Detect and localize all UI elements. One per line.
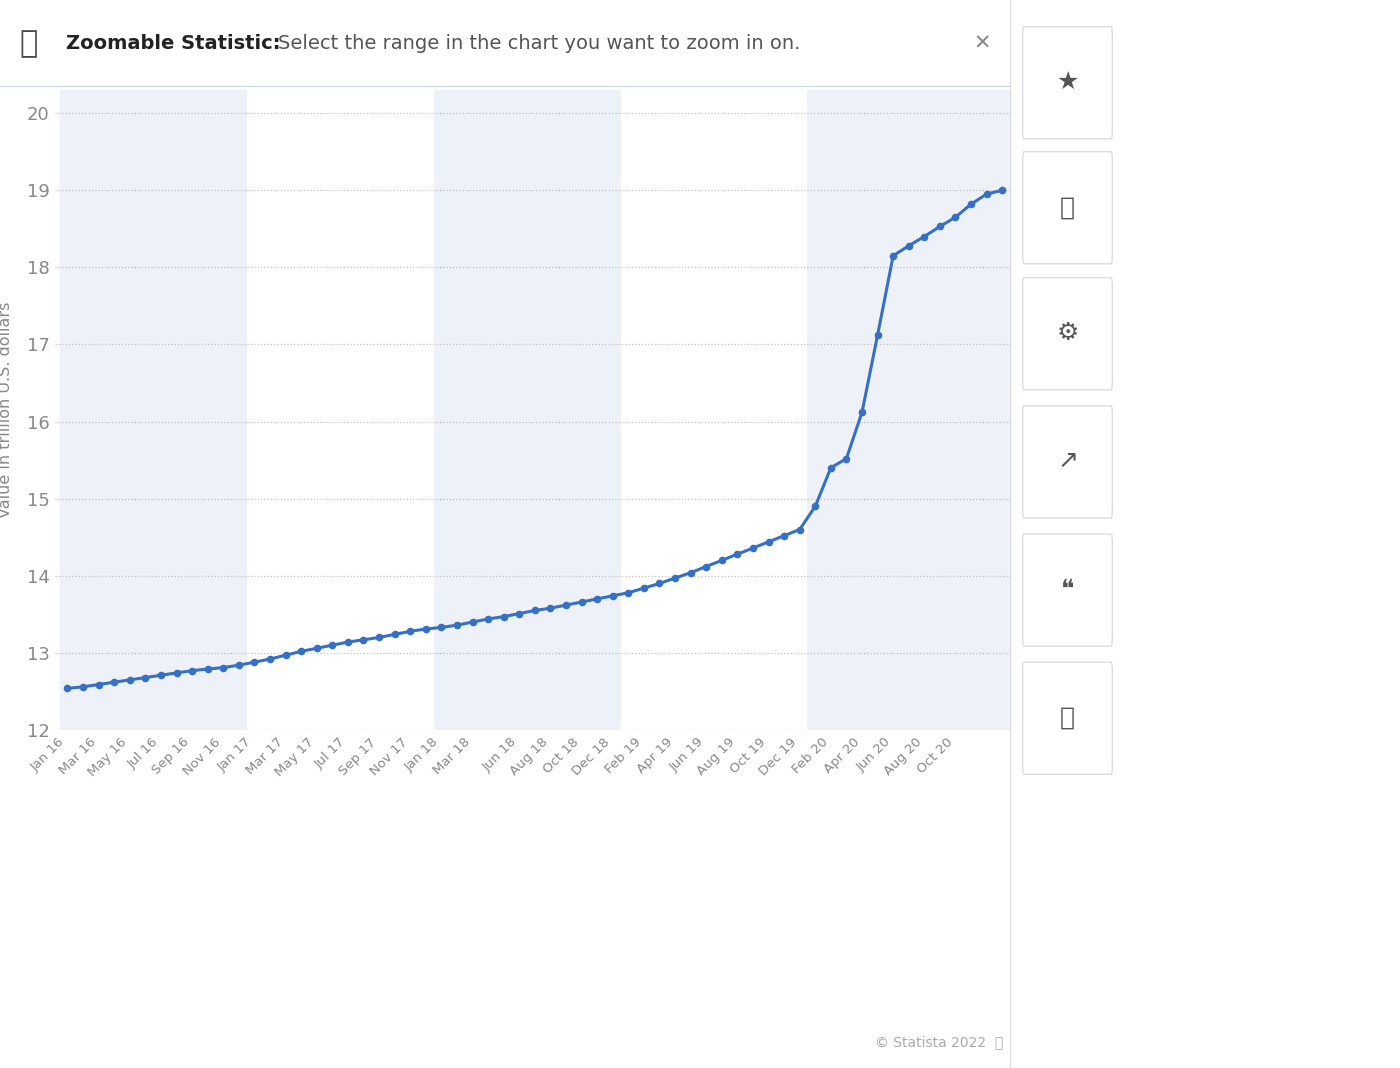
Text: 🔔: 🔔	[1060, 195, 1075, 219]
Bar	[60, 90, 246, 731]
Text: Zoomable Statistic:: Zoomable Statistic:	[66, 34, 280, 53]
Text: ✕: ✕	[973, 33, 990, 53]
FancyBboxPatch shape	[1022, 662, 1113, 774]
FancyBboxPatch shape	[1022, 406, 1113, 518]
Text: © Statista 2022  🏴: © Statista 2022 🏴	[875, 1035, 1002, 1049]
FancyBboxPatch shape	[1022, 278, 1113, 390]
Text: ↗: ↗	[1057, 450, 1078, 473]
Text: ❝: ❝	[1061, 578, 1074, 601]
Text: 🖨: 🖨	[1060, 706, 1075, 729]
FancyBboxPatch shape	[1022, 27, 1113, 139]
Text: Select the range in the chart you want to zoom in on.: Select the range in the chart you want t…	[277, 34, 801, 53]
Y-axis label: Value in trillion U.S. dollars: Value in trillion U.S. dollars	[0, 302, 13, 518]
FancyBboxPatch shape	[1022, 152, 1113, 264]
Bar	[620, 90, 808, 731]
Bar	[246, 90, 434, 731]
Bar	[808, 90, 1009, 731]
Text: ★: ★	[1057, 70, 1078, 94]
Text: ⚙: ⚙	[1057, 321, 1078, 345]
Text: ⤢: ⤢	[20, 29, 38, 58]
Bar	[434, 90, 620, 731]
FancyBboxPatch shape	[1022, 534, 1113, 646]
